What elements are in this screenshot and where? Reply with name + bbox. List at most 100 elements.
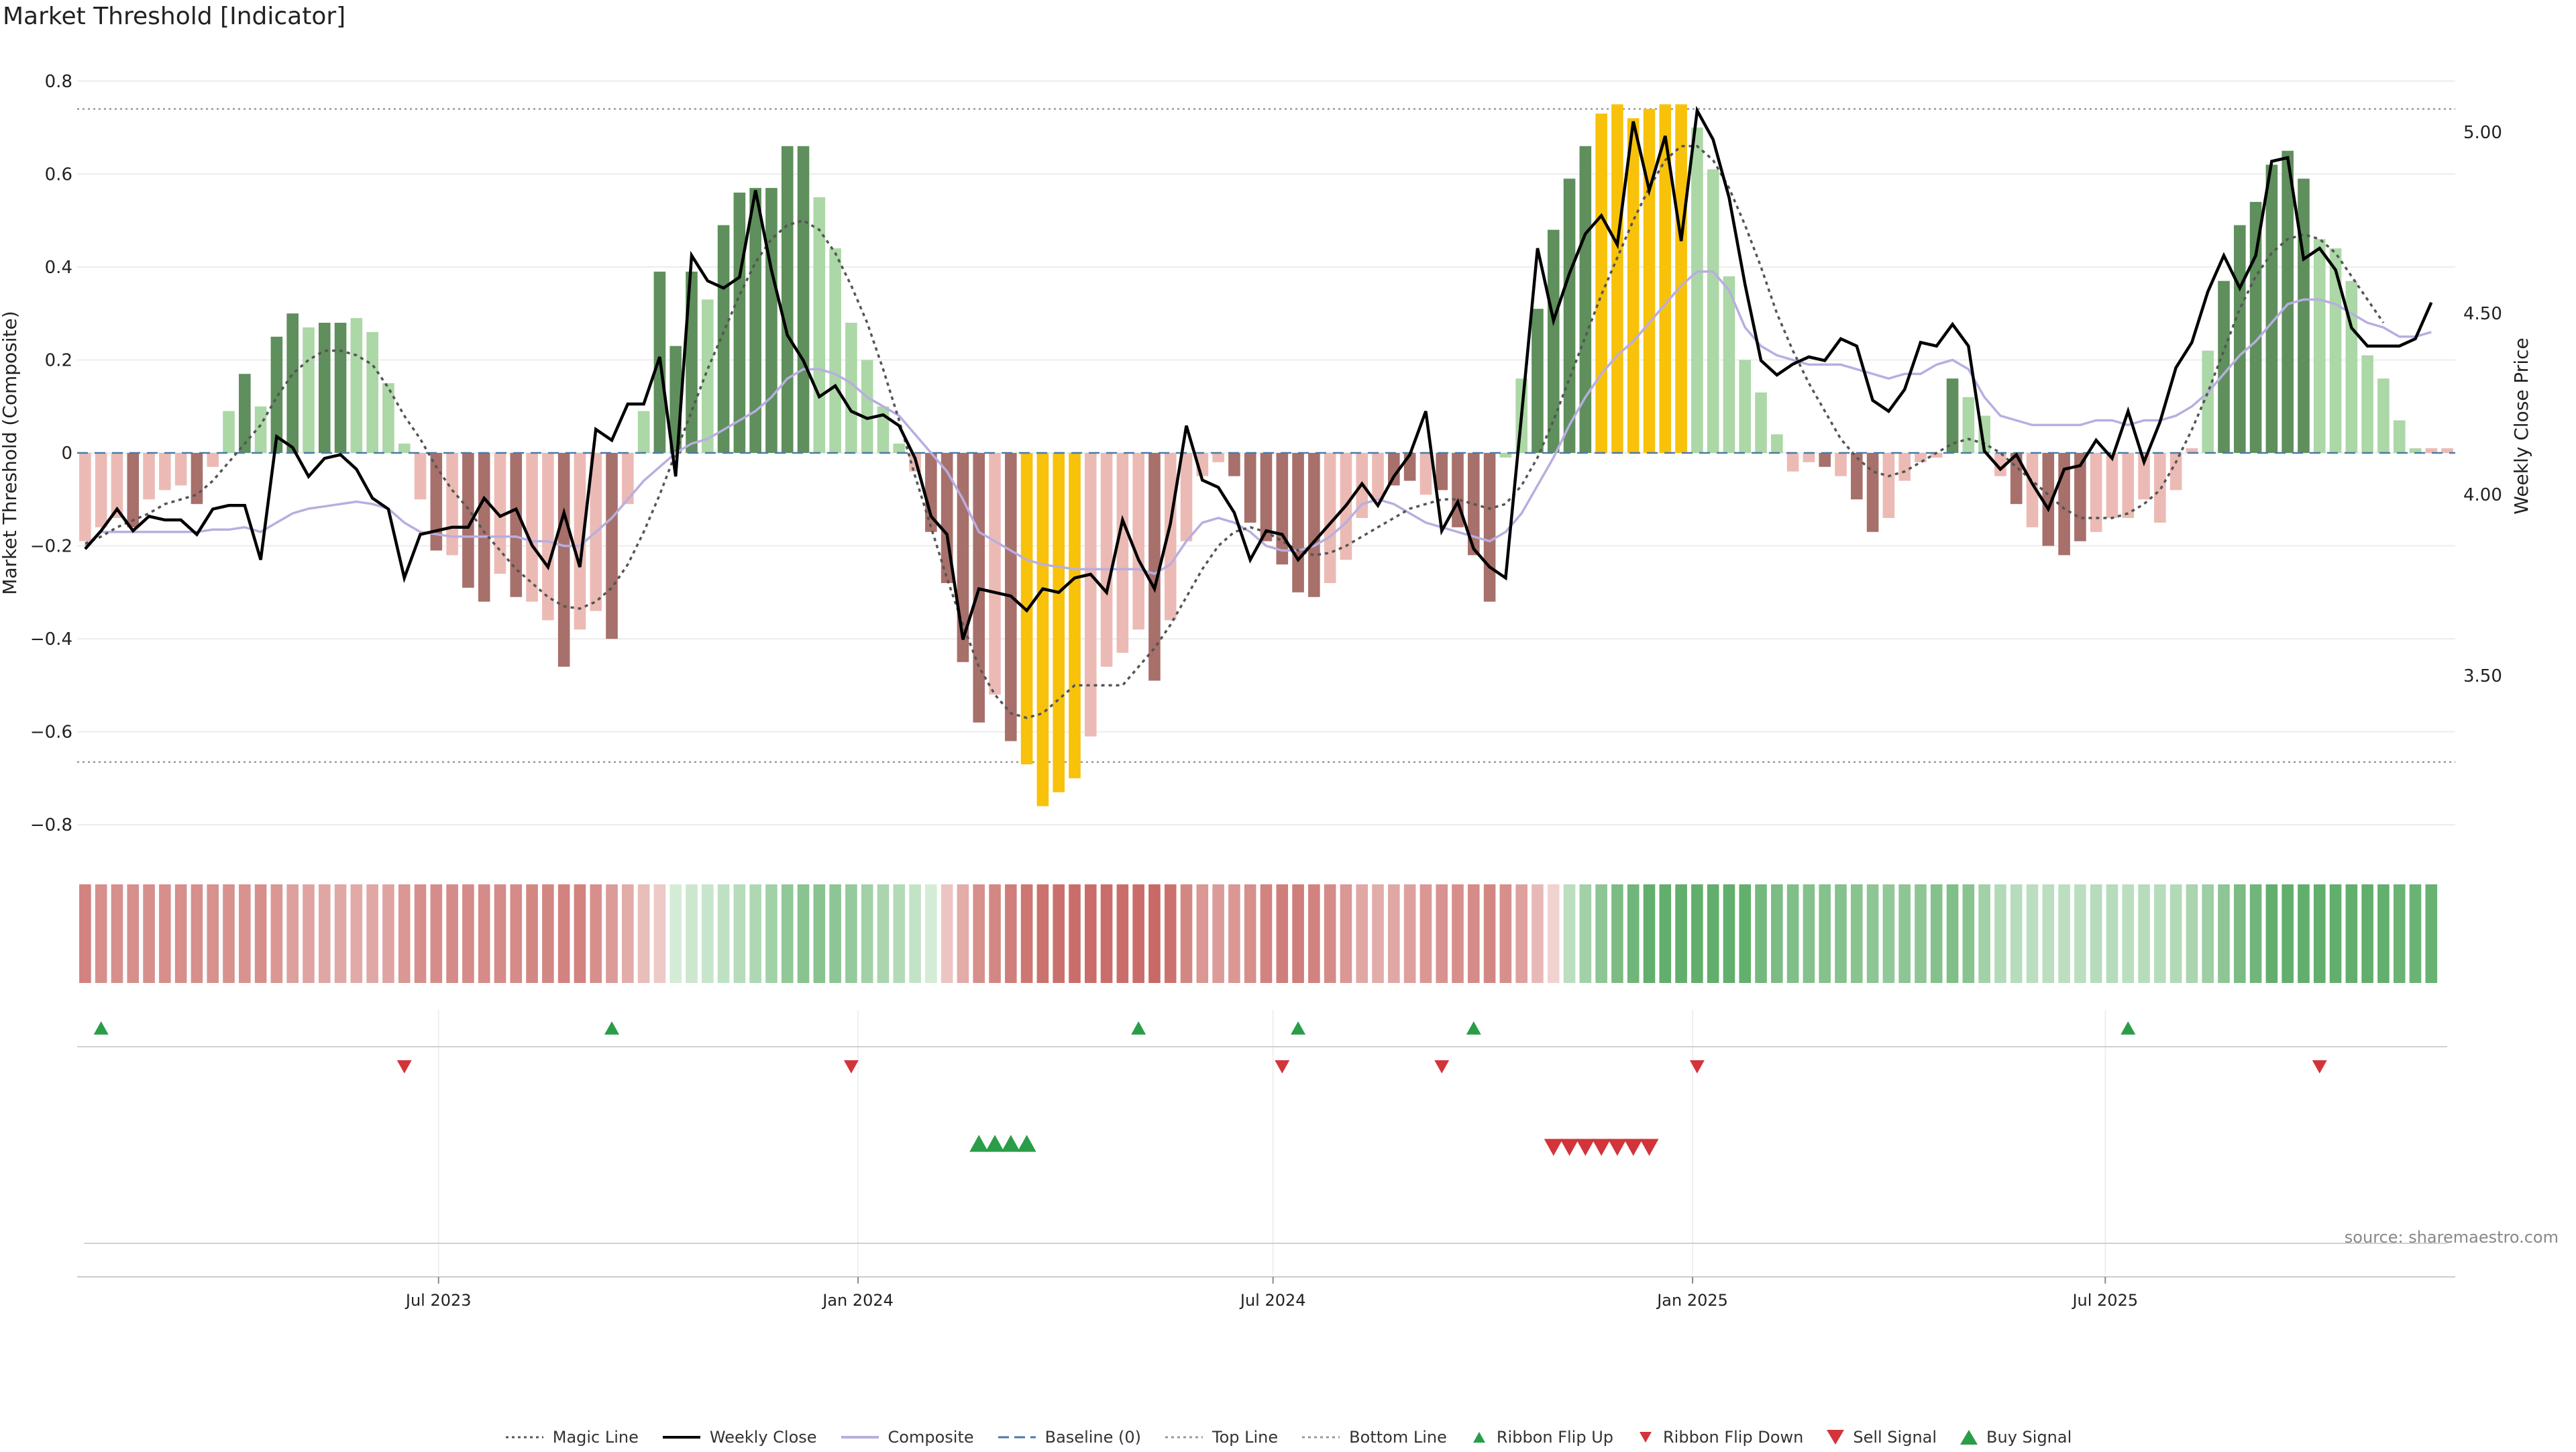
legend-label: Magic Line: [552, 1428, 639, 1447]
legend-label: Sell Signal: [1853, 1428, 1937, 1447]
ribbon-cell: [1084, 884, 1097, 983]
ribbon-cell: [2345, 884, 2358, 983]
composite-bar: [2090, 453, 2102, 532]
composite-bar: [1643, 109, 1656, 454]
ribbon-cell: [1164, 884, 1177, 983]
composite-bar: [861, 360, 873, 453]
ribbon-cell: [2074, 884, 2086, 983]
y-tick-label: 0.2: [45, 350, 72, 370]
ribbon-flip-up-marker: [604, 1021, 620, 1035]
composite-bar: [1611, 104, 1623, 453]
buy-signal-marker: [985, 1135, 1005, 1152]
legend-item: Baseline (0): [997, 1428, 1141, 1447]
ribbon-cell: [941, 884, 953, 983]
ribbon-cell: [1388, 884, 1400, 983]
composite-bar: [350, 318, 363, 453]
composite-bar: [1547, 229, 1560, 453]
legend-label: Ribbon Flip Down: [1663, 1428, 1804, 1447]
composite-bar: [2377, 378, 2390, 453]
ribbon-cell: [845, 884, 857, 983]
composite-bar: [2298, 178, 2310, 453]
y-tick-label: −0.2: [30, 537, 72, 557]
ribbon-cell: [1946, 884, 1959, 983]
composite-bar: [1116, 453, 1129, 653]
composite-bar: [95, 453, 107, 527]
composite-bar: [446, 453, 458, 556]
ribbon-cell: [286, 884, 299, 983]
ribbon-cell: [95, 884, 107, 983]
ribbon-cell: [2361, 884, 2373, 983]
ribbon-cell: [2298, 884, 2310, 983]
composite-bar: [1212, 453, 1224, 462]
ribbon-cell: [557, 884, 570, 983]
composite-bar: [1069, 453, 1081, 778]
composite-bar: [1372, 453, 1384, 500]
ribbon-cell: [111, 884, 123, 983]
composite-bar: [2138, 453, 2150, 500]
composite-bar: [2393, 420, 2406, 453]
y-tick-label: −0.8: [30, 815, 72, 835]
ribbon-cell: [1563, 884, 1576, 983]
x-tick-label: Jan 2025: [1656, 1291, 1728, 1310]
composite-bar: [270, 336, 283, 453]
ribbon-cell: [1707, 884, 1719, 983]
ribbon-cell: [653, 884, 666, 983]
composite-bar: [1579, 146, 1592, 453]
ribbon-cell: [159, 884, 171, 983]
sell-signal-marker: [1592, 1139, 1611, 1156]
ribbon-cell: [973, 884, 985, 983]
ribbon-cell: [1419, 884, 1432, 983]
y-tick-label: 0.8: [45, 72, 72, 92]
ribbon-cell: [1100, 884, 1113, 983]
ribbon-cell: [526, 884, 538, 983]
composite-bar: [334, 323, 347, 453]
composite-bar: [1180, 453, 1193, 541]
ribbon-cell: [398, 884, 411, 983]
ribbon-cell: [893, 884, 906, 983]
composite-bar: [159, 453, 171, 490]
legend-swatch: [1472, 1432, 1485, 1443]
ribbon-cell: [861, 884, 873, 983]
sell-signal-marker: [1623, 1139, 1643, 1156]
y-tick-label: 0.4: [45, 258, 72, 278]
ribbon-cell: [1675, 884, 1687, 983]
legend-swatch: [1302, 1436, 1340, 1439]
ribbon-cell: [1436, 884, 1448, 983]
ribbon-cell: [2202, 884, 2214, 983]
ribbon-flip-down-marker: [396, 1060, 412, 1074]
ribbon-cell: [909, 884, 921, 983]
ribbon-flip-down-marker: [1434, 1060, 1450, 1074]
legend-item: Top Line: [1164, 1428, 1278, 1447]
ribbon-cell: [1020, 884, 1033, 983]
ribbon-flip-up-marker: [93, 1021, 109, 1035]
composite-bar: [1467, 453, 1480, 556]
composite-bar: [765, 188, 777, 453]
sell-signal-marker: [1576, 1139, 1595, 1156]
composite-bar: [829, 248, 841, 453]
ribbon-cell: [574, 884, 586, 983]
ribbon-cell: [1148, 884, 1161, 983]
composite-bar: [1148, 453, 1161, 681]
ribbon-cell: [254, 884, 267, 983]
composite-bar: [701, 299, 714, 453]
y2-tick-label: 4.00: [2463, 485, 2502, 505]
composite-bar: [526, 453, 538, 602]
legend-label: Weekly Close: [709, 1428, 817, 1447]
ribbon-cell: [1994, 884, 2006, 983]
ribbon-flip-down-marker: [1689, 1060, 1705, 1074]
ribbon-cell: [270, 884, 283, 983]
composite-bar: [2218, 280, 2230, 453]
composite-bar: [1499, 453, 1512, 458]
ribbon-cell: [191, 884, 203, 983]
legend-label: Bottom Line: [1349, 1428, 1447, 1447]
ribbon-cell: [2218, 884, 2230, 983]
ribbon-cell: [1579, 884, 1592, 983]
ribbon-cell: [1643, 884, 1656, 983]
composite-bar: [749, 188, 761, 453]
ribbon-flip-up-marker: [2121, 1021, 2136, 1035]
ribbon-cell: [1835, 884, 1847, 983]
composite-bar: [2265, 164, 2278, 453]
legend-item: Weekly Close: [661, 1428, 817, 1447]
ribbon-cell: [1005, 884, 1017, 983]
ribbon-cell: [1915, 884, 1927, 983]
